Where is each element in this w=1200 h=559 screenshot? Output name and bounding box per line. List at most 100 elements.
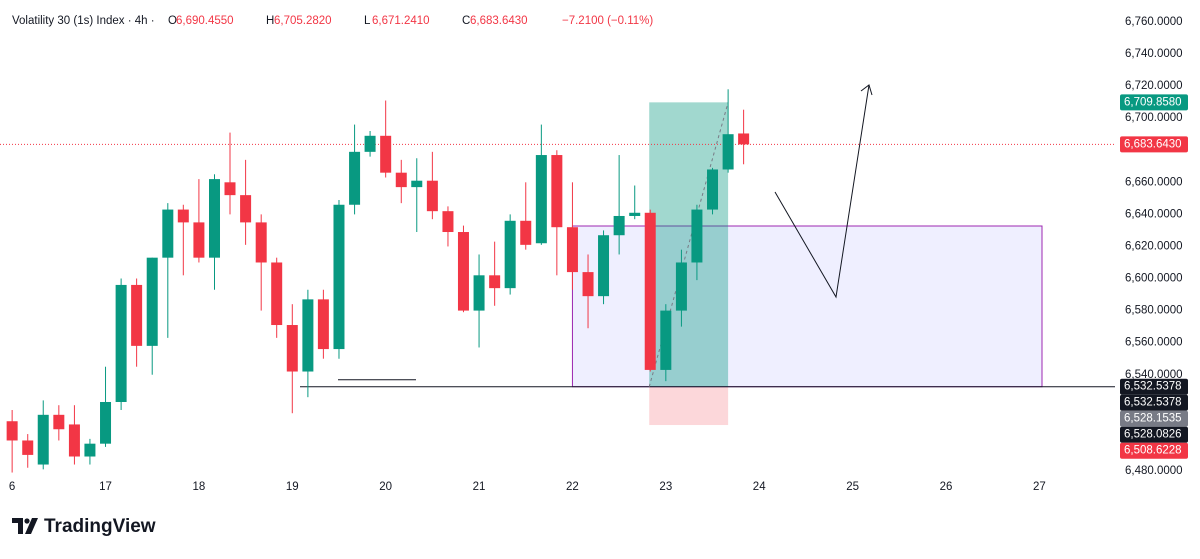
ohlc-value: 6,690.4550 xyxy=(176,15,234,27)
y-tick-label: 6,620.0000 xyxy=(1125,240,1183,252)
candle-body xyxy=(302,299,314,372)
candle-body xyxy=(722,134,734,170)
candle-body xyxy=(442,211,454,233)
price-tag xyxy=(1120,426,1188,443)
x-tick-label: 20 xyxy=(379,481,392,493)
candle-body xyxy=(675,262,687,311)
candle-body xyxy=(271,262,283,326)
candle-body xyxy=(489,275,501,289)
logo-dot xyxy=(24,518,30,524)
price-tag xyxy=(1120,442,1188,459)
candle-body xyxy=(255,222,267,263)
candle-body xyxy=(473,275,485,311)
candle-body xyxy=(349,151,361,205)
x-tick-label: 26 xyxy=(940,481,953,493)
candle-body xyxy=(566,227,578,273)
x-tick-label: 18 xyxy=(193,481,206,493)
header: Volatility 30 (1s) Index · 4h · O 6,690.4… xyxy=(12,15,653,27)
candle-body xyxy=(177,209,189,223)
candle-body xyxy=(395,172,407,188)
logo: TradingView xyxy=(12,516,156,537)
y-tick-label: 6,720.0000 xyxy=(1125,80,1183,92)
candle-body xyxy=(162,209,174,258)
x-tick-label: 25 xyxy=(846,481,859,493)
price-tag-label: 6,508.6228 xyxy=(1124,445,1182,457)
ohlc-key: C xyxy=(462,15,470,27)
candle-body xyxy=(535,155,547,244)
candle-body xyxy=(333,204,345,350)
candle-body xyxy=(209,179,221,258)
price-tag xyxy=(1120,410,1188,427)
y-tick-label: 6,560.0000 xyxy=(1125,337,1183,349)
x-tick-label: 27 xyxy=(1033,481,1046,493)
ohlc-value: 6,705.2820 xyxy=(274,15,332,27)
candle-body xyxy=(582,272,594,297)
candle-body xyxy=(240,195,252,223)
candle-body xyxy=(131,284,143,346)
price-tag-label: 6,528.0826 xyxy=(1124,429,1182,441)
y-tick-label: 6,600.0000 xyxy=(1125,273,1183,285)
purple-zone xyxy=(571,225,1043,388)
candle-body xyxy=(411,180,423,188)
candle-body xyxy=(193,222,205,258)
candle-body xyxy=(22,440,34,455)
candle-body xyxy=(115,284,127,402)
ohlc-value: 6,683.6430 xyxy=(470,15,528,27)
marks: 6,760.0000 6,740.0000 6,720.0000 6,700.0000… xyxy=(6,16,1188,493)
price-tag-label: 6,528.1535 xyxy=(1124,413,1182,425)
candle-body xyxy=(68,424,80,457)
price-tag xyxy=(1120,394,1188,411)
candle-body xyxy=(224,182,236,196)
candle-body xyxy=(53,414,65,430)
candle-body xyxy=(84,443,96,457)
price-tag-label: 6,532.5378 xyxy=(1124,381,1182,393)
y-tick-label: 6,660.0000 xyxy=(1125,176,1183,188)
candle-body xyxy=(37,414,49,465)
ohlc-value: 6,671.2410 xyxy=(372,15,430,27)
x-tick-label: 22 xyxy=(566,481,579,493)
candle-body xyxy=(146,257,158,346)
candle-body xyxy=(457,232,469,311)
price-tag xyxy=(1120,378,1188,395)
candle-body xyxy=(629,212,641,216)
y-tick-label: 6,700.0000 xyxy=(1125,112,1183,124)
x-tick-label: 19 xyxy=(286,481,299,493)
candle-body xyxy=(598,235,610,297)
ohlc-key: H xyxy=(266,15,274,27)
x-tick-label: 21 xyxy=(473,481,486,493)
x-tick-label: 24 xyxy=(753,481,766,493)
candle-body xyxy=(644,212,656,370)
candle-body xyxy=(364,135,376,152)
price-tag xyxy=(1120,94,1188,111)
candle-body xyxy=(286,325,298,372)
ohlc-key: L xyxy=(364,15,371,27)
stop-zone xyxy=(649,386,729,426)
candle-body xyxy=(707,169,719,210)
x-tick-label: 17 xyxy=(99,481,112,493)
candle-body xyxy=(520,220,532,245)
candle-body xyxy=(6,421,18,441)
chart-title: Volatility 30 (1s) Index · 4h · xyxy=(12,15,155,27)
change: −7.2100 (−0.11%) xyxy=(562,15,653,27)
y-tick-label: 6,760.0000 xyxy=(1125,16,1183,28)
candle-body xyxy=(426,180,438,212)
x-tick-label: 23 xyxy=(659,481,672,493)
price-tag xyxy=(1120,136,1188,153)
candle-body xyxy=(551,155,563,228)
candle-body xyxy=(100,401,112,444)
candle-body xyxy=(504,220,516,289)
arrow-head xyxy=(860,84,873,96)
y-tick-label: 6,580.0000 xyxy=(1125,305,1183,317)
ohlc-key: O xyxy=(168,15,177,27)
projection-arrow xyxy=(774,84,870,299)
candle-body xyxy=(691,209,703,263)
candle-body xyxy=(613,215,625,236)
price-tag-label: 6,709.8580 xyxy=(1124,96,1182,108)
y-tick-label: 6,540.0000 xyxy=(1125,369,1183,381)
y-tick-label: 6,740.0000 xyxy=(1125,48,1183,60)
y-tick-label: 6,480.0000 xyxy=(1125,465,1183,477)
price-tag-label: 6,683.6430 xyxy=(1124,138,1182,150)
candle-body xyxy=(738,133,750,145)
candle-body xyxy=(317,299,329,350)
